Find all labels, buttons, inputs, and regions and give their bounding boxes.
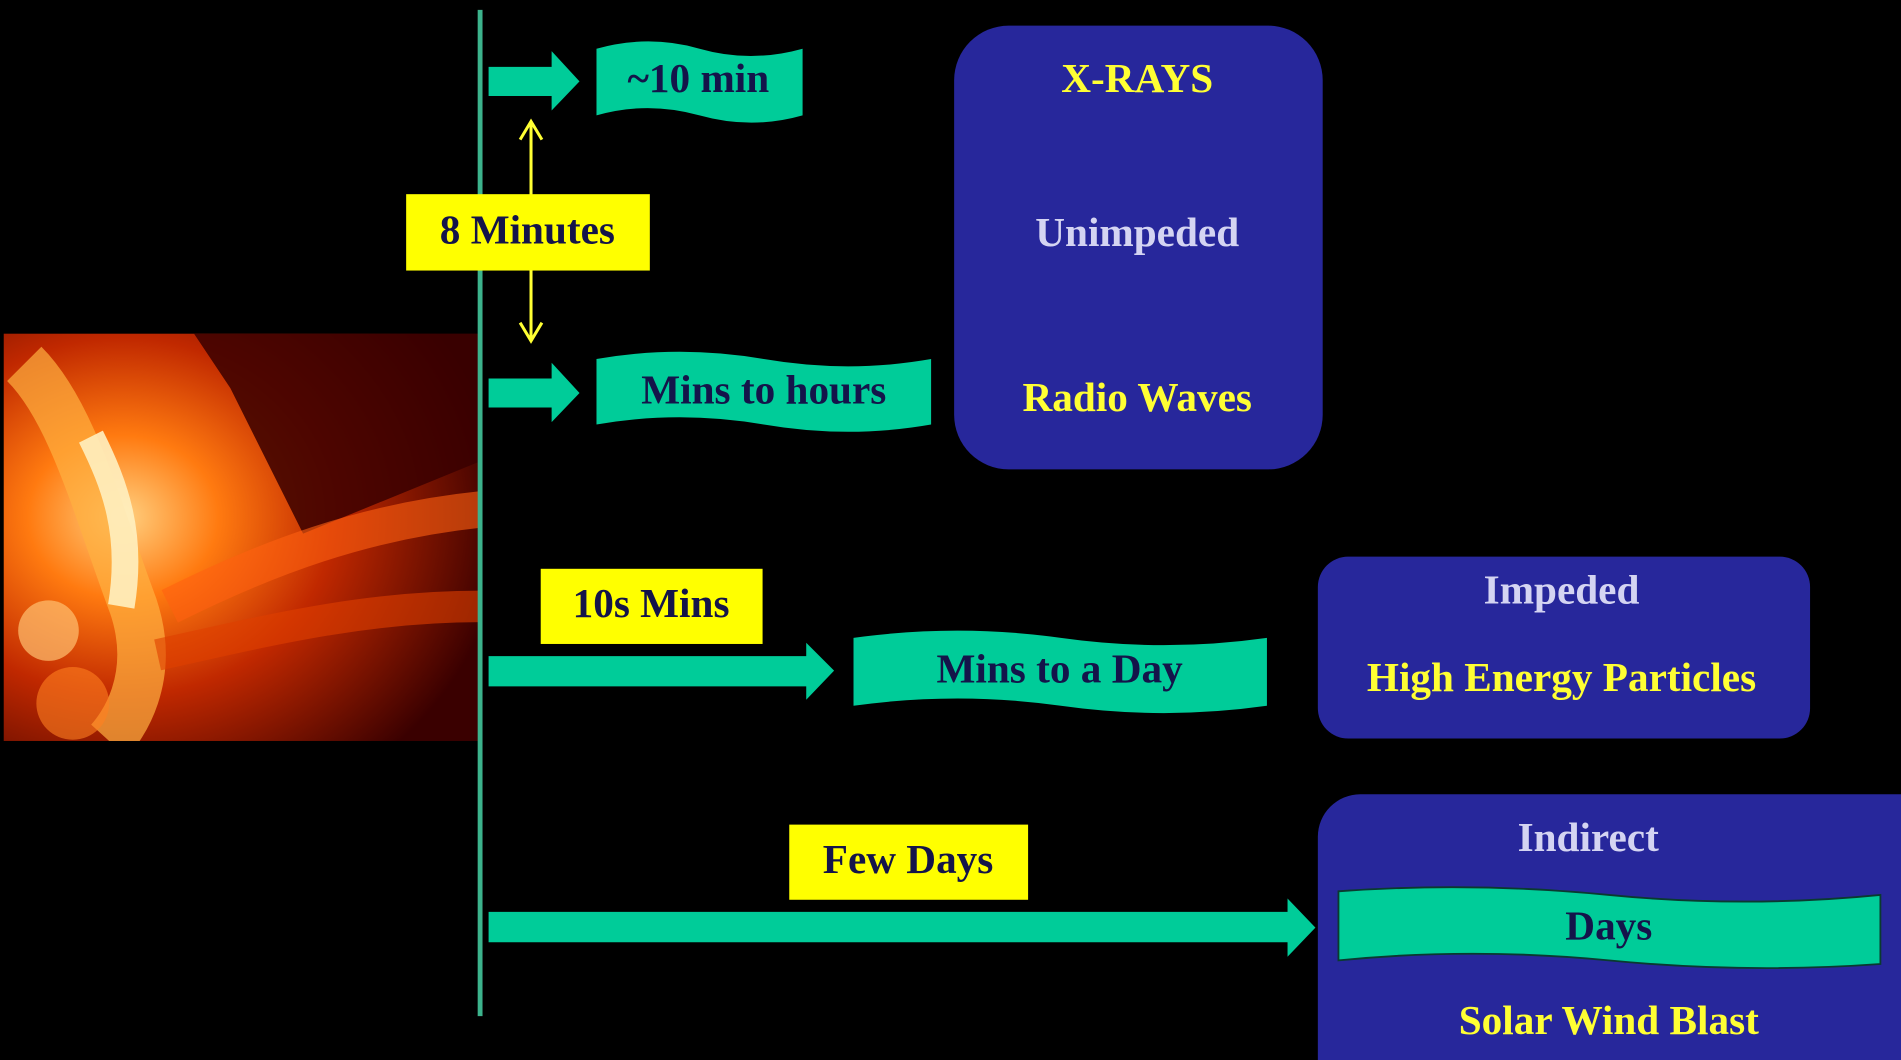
- box-line: High Energy Particles: [1367, 654, 1756, 700]
- delay-label: 10s Mins: [573, 580, 730, 626]
- info-box: [1317, 556, 1811, 739]
- banner: [596, 41, 803, 123]
- box-line: Solar Wind Blast: [1459, 997, 1759, 1043]
- delay-label: Few Days: [823, 836, 994, 882]
- solar-flare-image: [3, 333, 482, 741]
- banner: [596, 351, 932, 432]
- delay-box: [406, 194, 650, 271]
- box-line: Impeded: [1484, 567, 1640, 613]
- time-label: Mins to hours: [641, 367, 886, 413]
- delay-box: [540, 568, 763, 644]
- time-label: Mins to a Day: [937, 646, 1184, 692]
- box-line: Indirect: [1518, 814, 1659, 860]
- box-line: Unimpeded: [1035, 209, 1239, 255]
- banner: [853, 630, 1267, 714]
- arrows: [488, 51, 1316, 957]
- box-line: X-RAYS: [1061, 55, 1213, 101]
- box-line: Radio Waves: [1022, 374, 1251, 420]
- info-box: [954, 25, 1323, 470]
- delay-label: 8 Minutes: [440, 207, 615, 253]
- box-line: Days: [1565, 903, 1652, 949]
- time-label: ~10 min: [627, 55, 769, 101]
- banner: [1337, 886, 1882, 970]
- delay-box: [789, 824, 1029, 900]
